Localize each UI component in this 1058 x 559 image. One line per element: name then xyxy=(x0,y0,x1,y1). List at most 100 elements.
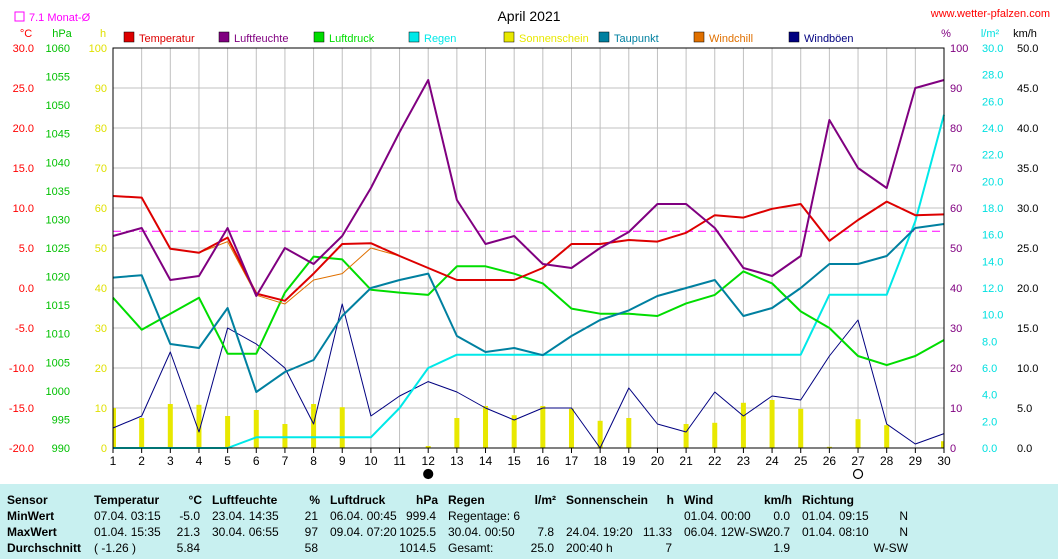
table-header-label: Sensor xyxy=(7,493,48,507)
axis-tick-left: 90 xyxy=(95,83,107,95)
legend-swatch xyxy=(123,31,135,43)
axis-tick-right: 60 xyxy=(950,203,962,215)
axis-tick-right: 50.0 xyxy=(1017,43,1038,55)
axis-tick-left: 1010 xyxy=(46,329,70,341)
table-cell-value: 25.0 xyxy=(530,541,554,555)
axis-tick-right: 10.0 xyxy=(982,310,1003,322)
table-cell-value: 999.4 xyxy=(405,509,436,523)
plot-frame xyxy=(112,47,945,449)
left-axes: °C 30.0 25.0 20.0 15.0 10.0 5.0 0.0 -5.0 -10.0 -15… xyxy=(9,28,107,455)
table-cell-info: 01.04. 09:15 xyxy=(802,509,869,523)
sunshine-bar xyxy=(311,404,317,448)
x-axis: 1 2 3 4 5 6 7 8 9 10 11 12 13 14 15 16 17 18 19 20 21 22 23 24 2… xyxy=(110,448,951,480)
table-cell-value: 58 xyxy=(304,541,318,555)
table-cell-value: 21 xyxy=(304,509,318,523)
legend-swatch xyxy=(598,31,610,43)
axis-tick-right: 2.0 xyxy=(982,416,997,428)
legend-swatch xyxy=(503,31,515,43)
table-cell-value: 97 xyxy=(304,525,318,539)
new-moon-icon xyxy=(423,468,434,480)
axis-tick-left: 1020 xyxy=(46,272,70,284)
sunshine-bar xyxy=(769,400,775,448)
axis-tick-right: 20.0 xyxy=(982,176,1003,188)
sunshine-bar xyxy=(282,424,288,448)
x-tick-label: 7 xyxy=(282,454,289,468)
table-cell-value: 11.33 xyxy=(642,525,672,539)
sunshine-bars xyxy=(113,400,944,448)
axis-tick-right: 12.0 xyxy=(982,283,1003,295)
axis-tick-right: 30.0 xyxy=(1017,203,1038,215)
table-header-label: Temperatur xyxy=(94,493,160,507)
series-line-regen xyxy=(113,114,945,449)
x-tick-label: 29 xyxy=(909,454,923,468)
x-tick-label: 10 xyxy=(364,454,378,468)
axis-tick-right: 40 xyxy=(950,283,962,295)
legend-label: Sonnenschein xyxy=(519,33,589,45)
table-cell-value: 7 xyxy=(665,541,672,555)
sunshine-bar xyxy=(826,446,832,448)
axis-unit-left: hPa xyxy=(52,28,72,40)
table-cell-info: 24.04. 19:20 xyxy=(566,525,633,539)
axis-tick-right: 45.0 xyxy=(1017,83,1038,95)
full-moon-icon xyxy=(852,468,864,480)
table-row-label: Durchschnitt xyxy=(7,541,82,555)
axis-tick-right: 22.0 xyxy=(982,150,1003,162)
x-tick-label: 21 xyxy=(679,454,693,468)
x-tick-label: 5 xyxy=(224,454,231,468)
axis-tick-right: 90 xyxy=(950,83,962,95)
axis-tick-right: 24.0 xyxy=(982,123,1003,135)
table-row-label: MaxWert xyxy=(7,525,57,539)
axis-tick-right: 4.0 xyxy=(982,390,997,402)
axis-tick-left: 995 xyxy=(52,414,70,426)
table-cell-info: 09.04. 07:20 xyxy=(330,525,397,539)
sunshine-bar xyxy=(483,406,489,448)
axis-tick-right: 28.0 xyxy=(982,70,1003,82)
table-cell-value: N xyxy=(899,525,908,539)
sunshine-bar xyxy=(626,418,632,448)
sunshine-bar xyxy=(712,422,718,448)
table-header-unit: h xyxy=(666,493,674,507)
axis-tick-left: 20 xyxy=(95,363,107,375)
series-line-windböen xyxy=(112,303,945,449)
x-tick-label: 28 xyxy=(880,454,894,468)
sunshine-bar xyxy=(511,415,517,448)
series-line-taupunkt xyxy=(112,223,945,393)
axis-tick-right: 0 xyxy=(950,443,956,455)
x-tick-label: 3 xyxy=(167,454,174,468)
sunshine-bar xyxy=(798,408,804,448)
table-row-label: MinWert xyxy=(7,509,55,523)
axis-tick-right: 80 xyxy=(950,123,962,135)
x-tick-label: 15 xyxy=(507,454,521,468)
table-header-label: Luftfeuchte xyxy=(212,493,278,507)
table-header-label: Sonnenschein xyxy=(566,493,649,507)
axis-tick-left: 5.0 xyxy=(19,243,34,255)
table-cell-value: 1014.5 xyxy=(399,541,436,555)
avg-legend-label: 7.1 Monat-Ø xyxy=(29,12,91,24)
axis-tick-left: 1060 xyxy=(46,43,70,55)
axis-tick-right: 100 xyxy=(950,43,968,55)
axis-tick-left: 1000 xyxy=(46,386,70,398)
table-cell-value: N xyxy=(899,509,908,523)
legend-swatch xyxy=(313,31,325,43)
x-tick-label: 13 xyxy=(450,454,464,468)
axis-tick-left: 1035 xyxy=(46,186,70,198)
table-cell-info: 30.04. 00:50 xyxy=(448,525,515,539)
table-header-label: Regen xyxy=(448,493,485,507)
table-cell-info: Gesamt: xyxy=(448,541,494,555)
table-header-unit: hPa xyxy=(415,493,438,507)
axis-tick-left: 1030 xyxy=(46,214,70,226)
axis-tick-right: 14.0 xyxy=(982,256,1003,268)
series-lines xyxy=(112,79,945,449)
axis-tick-right: 5.0 xyxy=(1017,403,1032,415)
axis-tick-right: 25.0 xyxy=(1017,243,1038,255)
axis-tick-left: 100 xyxy=(89,43,107,55)
table-cell-info: 06.04. 00:45 xyxy=(330,509,397,523)
x-tick-label: 11 xyxy=(393,454,406,468)
axis-tick-right: 10.0 xyxy=(1017,363,1038,375)
axis-tick-left: 0 xyxy=(101,443,107,455)
table-header-unit: l/m² xyxy=(534,493,556,507)
axis-tick-left: 40 xyxy=(95,283,107,295)
table-cell-info: 01.04. 00:00 xyxy=(684,509,751,523)
axis-unit-right: % xyxy=(941,28,951,40)
axis-tick-left: 1015 xyxy=(46,300,70,312)
